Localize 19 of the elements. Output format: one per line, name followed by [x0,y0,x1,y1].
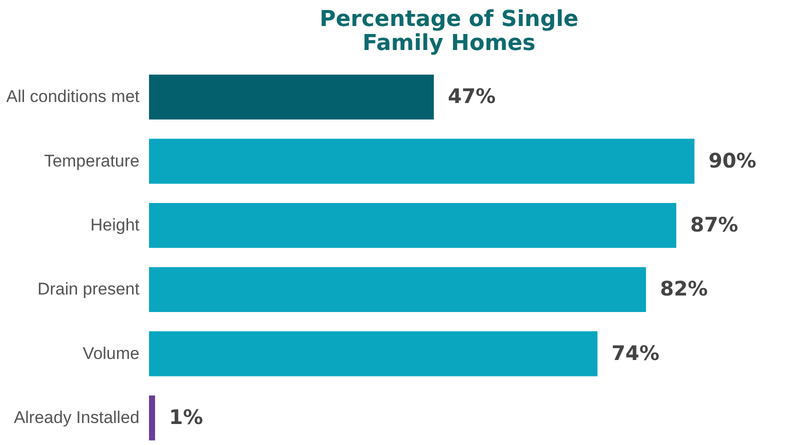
y-tick-label: Volume [82,344,140,363]
y-tick-label: Drain present [37,280,140,299]
data-label: 47% [448,84,496,108]
bar [149,74,434,120]
bar [149,138,694,184]
data-label: 90% [708,148,756,172]
chart-title: Percentage of Single Family Homes [320,7,578,56]
bar [149,331,598,376]
data-label: 74% [611,340,660,365]
y-tick-label: Height [90,215,140,234]
data-label: 1% [169,404,204,429]
data-label: 82% [660,276,708,301]
y-tick-label: Already Installed [14,408,140,427]
bar [149,267,646,312]
y-tick-label: Temperature [44,151,140,170]
bar [149,202,676,248]
data-label: 87% [690,212,738,236]
y-tick-label: All conditions met [6,87,140,106]
bar [149,395,156,440]
